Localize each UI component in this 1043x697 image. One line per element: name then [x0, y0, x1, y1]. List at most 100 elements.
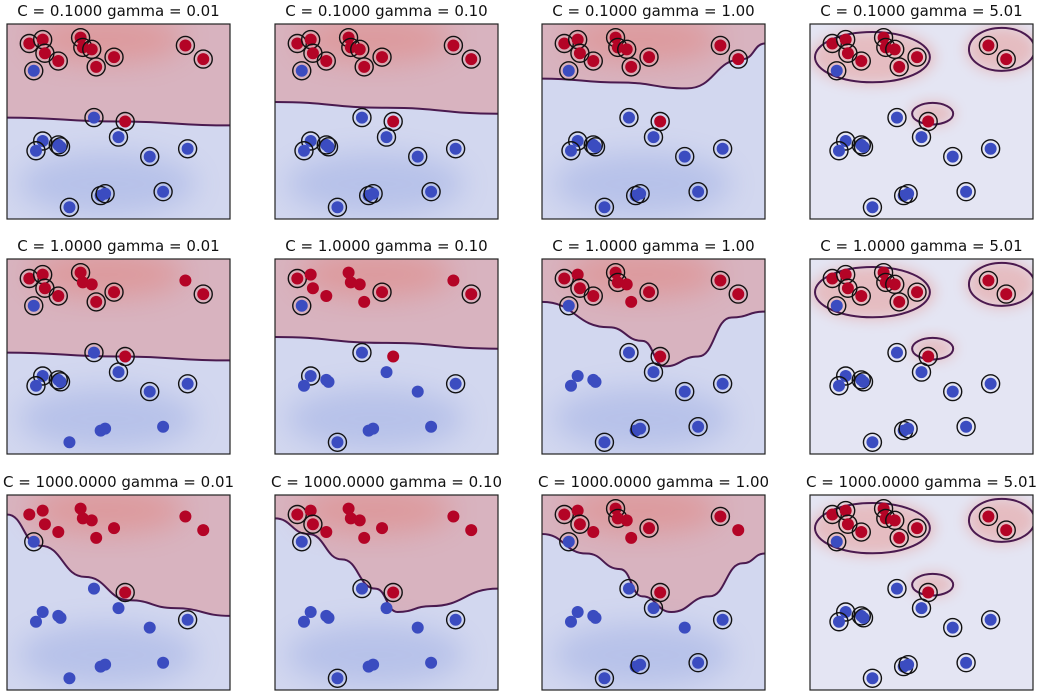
- panel-title: C = 1000.0000 gamma = 5.01: [806, 473, 1037, 491]
- positive-class-point: [447, 39, 460, 52]
- negative-class-support-ring: [300, 366, 321, 386]
- negative-class-point: [29, 615, 42, 628]
- negative-class-point: [692, 185, 705, 198]
- panel-6: C = 1.0000 gamma = 0.10: [274, 237, 499, 455]
- negative-class-support-ring: [95, 183, 115, 204]
- negative-class-support-ring: [327, 668, 348, 688]
- positive-class-point: [841, 47, 854, 60]
- negative-class-point: [380, 366, 393, 379]
- negative-class-support-ring: [352, 107, 372, 128]
- positive-class-point: [643, 51, 656, 64]
- positive-class-support-ring: [978, 270, 999, 291]
- negative-class-support-ring: [829, 376, 849, 396]
- positive-class-point: [36, 504, 49, 517]
- positive-class-point: [911, 51, 924, 64]
- negative-class-support-ring: [853, 137, 874, 157]
- positive-class-point: [179, 274, 192, 287]
- negative-class-point: [112, 602, 125, 615]
- negative-class-point: [143, 385, 156, 398]
- negative-class-point: [678, 385, 691, 398]
- positive-class-point: [291, 37, 304, 50]
- positive-class-point: [732, 288, 745, 301]
- positive-class-point: [197, 53, 210, 66]
- positive-class-support-ring: [851, 51, 871, 71]
- negative-class-support-ring: [943, 617, 963, 638]
- positive-class-support-ring: [851, 286, 871, 306]
- negative-class-point: [99, 187, 112, 200]
- negative-class-support-ring: [559, 532, 579, 552]
- positive-class-support-ring: [907, 47, 927, 67]
- negative-class-point: [890, 582, 903, 595]
- decision-field: [7, 259, 230, 454]
- negative-class-support-ring: [140, 146, 160, 167]
- negative-class-point: [564, 379, 577, 392]
- negative-class-point: [54, 140, 67, 153]
- positive-class-point: [291, 272, 304, 285]
- negative-class-point: [857, 611, 870, 624]
- negative-class-point: [54, 611, 67, 624]
- positive-class-support-ring: [104, 282, 124, 302]
- negative-class-support-ring: [177, 610, 198, 630]
- positive-class-point: [304, 268, 317, 281]
- negative-class-point: [63, 672, 76, 685]
- panel-9: C = 1000.0000 gamma = 0.01: [3, 473, 234, 691]
- negative-class-support-ring: [887, 342, 907, 363]
- negative-class-support-ring: [887, 107, 907, 128]
- negative-class-point: [830, 535, 843, 548]
- negative-class-support-ring: [318, 137, 339, 157]
- positive-class-point: [714, 39, 727, 52]
- negative-class-point: [355, 582, 368, 595]
- positive-class-point: [982, 510, 995, 523]
- panel-title: C = 1.0000 gamma = 0.01: [17, 237, 219, 255]
- positive-class-point: [839, 268, 852, 281]
- panel-frame: [6, 494, 231, 691]
- positive-class-support-ring: [889, 528, 909, 548]
- positive-class-support-ring: [889, 57, 909, 77]
- negative-class-point: [857, 140, 870, 153]
- negative-class-support-ring: [26, 141, 46, 161]
- positive-class-support-ring: [978, 506, 999, 527]
- positive-class-support-ring: [383, 582, 403, 603]
- negative-class-support-ring: [630, 654, 650, 675]
- positive-class-point: [320, 290, 333, 303]
- positive-class-support-ring: [48, 51, 68, 71]
- negative-class-support-ring: [851, 606, 871, 626]
- panel-title: C = 0.1000 gamma = 5.01: [820, 2, 1022, 20]
- positive-class-point: [376, 286, 389, 299]
- negative-class-support-ring: [376, 127, 397, 147]
- positive-class-point: [826, 508, 839, 521]
- positive-class-support-ring: [978, 35, 999, 56]
- negative-class-support-ring: [177, 139, 198, 159]
- panel-title: C = 0.1000 gamma = 1.00: [552, 2, 754, 20]
- positive-class-point: [839, 504, 852, 517]
- decision-boundary: [813, 31, 931, 84]
- positive-class-point: [320, 526, 333, 539]
- negative-core: [286, 623, 465, 687]
- negative-class-point: [716, 142, 729, 155]
- positive-class-support-ring: [372, 47, 392, 67]
- negative-class-support-ring: [943, 146, 963, 167]
- positive-class-point: [714, 510, 727, 523]
- negative-class-point: [832, 615, 845, 628]
- negative-class-point: [571, 135, 584, 147]
- negative-class-support-ring: [911, 127, 932, 147]
- negative-class-point: [63, 201, 76, 214]
- positive-class-support-ring: [354, 57, 374, 77]
- negative-class-support-ring: [594, 197, 615, 218]
- positive-class-support-ring: [303, 514, 323, 534]
- negative-class-point: [589, 375, 602, 388]
- positive-class-point: [841, 518, 854, 531]
- negative-class-support-ring: [594, 668, 615, 688]
- positive-core: [564, 259, 721, 298]
- positive-class-point: [558, 272, 571, 285]
- negative-class-support-ring: [911, 598, 932, 618]
- positive-class-support-ring: [889, 292, 909, 312]
- positive-class-point: [1000, 524, 1013, 537]
- positive-class-point: [304, 504, 317, 517]
- panel-frame: [541, 258, 766, 455]
- negative-class-point: [902, 422, 915, 435]
- negative-class-point: [866, 436, 879, 449]
- positive-class-point: [306, 282, 319, 295]
- negative-class-point: [857, 375, 870, 388]
- positive-class-point: [74, 266, 87, 279]
